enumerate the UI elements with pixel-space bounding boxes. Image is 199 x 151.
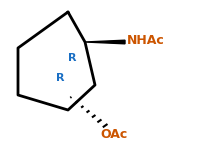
- Text: R: R: [68, 53, 76, 63]
- Polygon shape: [85, 40, 125, 44]
- Text: NHAc: NHAc: [127, 34, 165, 47]
- Text: R: R: [56, 73, 64, 83]
- Text: OAc: OAc: [100, 127, 127, 140]
